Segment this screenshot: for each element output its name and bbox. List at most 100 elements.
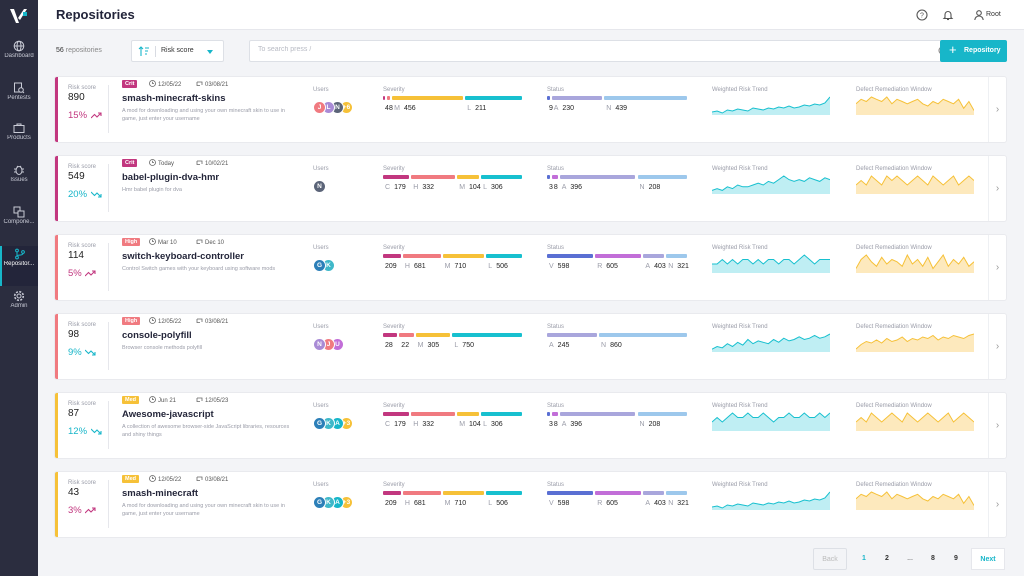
- status-label: Status: [547, 166, 565, 172]
- severity-count-value: 305: [427, 342, 440, 349]
- chevron-right-icon[interactable]: ›: [988, 77, 1006, 142]
- created-date: 12/05/22: [149, 475, 181, 483]
- repository-card[interactable]: Risk score 890 15% Crit 12/05/22 03/08/21 sma…: [55, 77, 1006, 142]
- severity-count: M 104: [459, 421, 481, 428]
- sidebar-item-products[interactable]: Products: [0, 120, 38, 160]
- severity-count-key: M: [444, 263, 451, 270]
- search-input[interactable]: [258, 46, 858, 53]
- severity-count-value: 8: [389, 105, 393, 112]
- pagination-page[interactable]: 2: [885, 555, 889, 562]
- severity-bar-segment: [402, 254, 441, 258]
- chevron-right-icon[interactable]: ›: [988, 393, 1006, 458]
- repository-card[interactable]: Risk score 114 5% High Mar 10 Dec 10 switch-k…: [55, 235, 1006, 300]
- avatar[interactable]: N: [313, 180, 326, 193]
- severity-indicator-bar: [55, 156, 58, 221]
- pagination-next-button[interactable]: Next: [971, 548, 1005, 570]
- severity-bar: [383, 254, 522, 258]
- severity-count-value: 506: [496, 500, 508, 507]
- update-icon: [196, 239, 203, 244]
- repository-name[interactable]: switch-keyboard-controller: [122, 251, 244, 262]
- sidebar-item-admin[interactable]: Admin: [0, 288, 38, 328]
- avatar[interactable]: G: [313, 417, 326, 430]
- severity-count: L 750: [454, 342, 474, 349]
- status-bar: [547, 175, 687, 179]
- sidebar-item-issues[interactable]: Issues: [0, 162, 38, 202]
- repository-name[interactable]: babel-plugin-dva-hmr: [122, 172, 220, 183]
- repository-card[interactable]: Risk score 98 9% High 12/05/22 03/08/21 conso…: [55, 314, 1006, 379]
- update-icon: [196, 160, 203, 165]
- severity-indicator-bar: [55, 77, 58, 142]
- repository-card[interactable]: Risk score 87 12% Med Jun 21 12/05/23 Awesome…: [55, 393, 1006, 458]
- severity-bar-segment: [383, 254, 401, 258]
- status-count: V 598: [549, 500, 569, 507]
- repository-name[interactable]: Awesome-javascript: [122, 409, 214, 420]
- chevron-right-icon[interactable]: ›: [988, 472, 1006, 537]
- avatar[interactable]: G: [313, 496, 326, 509]
- status-count-value: 396: [570, 421, 583, 428]
- pagination-page[interactable]: 8: [931, 555, 935, 562]
- add-repository-button[interactable]: + Repository: [940, 40, 1007, 62]
- trend-label: Weighted Risk Trend: [712, 87, 768, 93]
- users-label: Users: [313, 166, 329, 172]
- repository-name[interactable]: smash-minecraft: [122, 488, 199, 499]
- bell-icon[interactable]: [942, 9, 954, 21]
- pagination-page[interactable]: 9: [954, 555, 958, 562]
- risk-score-value: 43: [68, 487, 80, 498]
- risk-score-value: 890: [68, 92, 85, 103]
- status-bar-segment: [547, 412, 550, 416]
- sort-select[interactable]: Risk score: [131, 40, 224, 62]
- sidebar-item-dashboard[interactable]: Dashboard: [0, 38, 38, 78]
- help-icon[interactable]: ?: [916, 9, 928, 21]
- status-count: 8: [554, 184, 558, 191]
- repository-card[interactable]: Risk score 43 3% Med 12/05/22 03/08/21 smash-…: [55, 472, 1006, 537]
- risk-score-label: Risk score: [68, 243, 97, 249]
- risk-score-value: 98: [68, 329, 80, 340]
- status-count-key: A: [645, 263, 651, 270]
- avatar[interactable]: G: [313, 259, 326, 272]
- severity-indicator-bar: [55, 314, 58, 379]
- plus-icon: +: [949, 42, 957, 57]
- chevron-right-icon[interactable]: ›: [988, 314, 1006, 379]
- status-count-key: V: [549, 263, 554, 270]
- chevron-right-icon[interactable]: ›: [988, 156, 1006, 221]
- sidebar: Dashboard Pentests Products Issues Compone..…: [0, 0, 38, 576]
- severity-count: M 305: [418, 342, 440, 349]
- severity-count: 28: [385, 342, 393, 349]
- status-bar-segment: [547, 254, 594, 258]
- search-box[interactable]: [249, 40, 955, 62]
- user-name[interactable]: Root: [986, 11, 1001, 18]
- chevron-right-icon[interactable]: ›: [988, 235, 1006, 300]
- sidebar-item-compone[interactable]: Compone...: [0, 204, 38, 244]
- updated-date-value: 03/08/21: [205, 477, 229, 483]
- pagination-page[interactable]: 1: [862, 555, 866, 562]
- severity-count-key: L: [488, 500, 493, 507]
- sidebar-item-label: Issues: [10, 177, 28, 183]
- pagination-back-button[interactable]: Back: [813, 548, 847, 570]
- updated-date-value: 03/08/21: [205, 319, 229, 325]
- status-count-key: A: [549, 342, 554, 349]
- severity-indicator-bar: [55, 393, 58, 458]
- status-count-key: N: [639, 184, 645, 191]
- add-repository-label: Repository: [964, 47, 1001, 54]
- repository-name[interactable]: smash-minecraft-skins: [122, 93, 226, 104]
- user-icon[interactable]: [973, 9, 985, 21]
- sidebar-item-repositor[interactable]: Repositor...: [0, 246, 38, 286]
- window-area: [856, 334, 974, 352]
- search-doc-icon: [14, 82, 25, 94]
- status-count: 9: [549, 105, 553, 112]
- repository-name[interactable]: console-polyfill: [122, 330, 192, 341]
- status-count-value: 8: [553, 184, 558, 191]
- sidebar-item-pentests[interactable]: Pentests: [0, 80, 38, 120]
- severity-count: L 506: [488, 263, 508, 270]
- page-title: Repositories: [56, 7, 135, 22]
- status-count-value: 208: [648, 184, 661, 191]
- severity-label: Severity: [383, 166, 405, 172]
- divider: [108, 85, 109, 133]
- severity-count-value: 681: [413, 263, 426, 270]
- avatar[interactable]: N: [313, 338, 326, 351]
- status-count: A 245: [549, 342, 569, 349]
- logo-icon: [10, 9, 27, 23]
- status-bar-segment: [604, 96, 687, 100]
- repository-card[interactable]: Risk score 549 20% Crit Today 10/02/21 babel-…: [55, 156, 1006, 221]
- avatar[interactable]: J: [313, 101, 326, 114]
